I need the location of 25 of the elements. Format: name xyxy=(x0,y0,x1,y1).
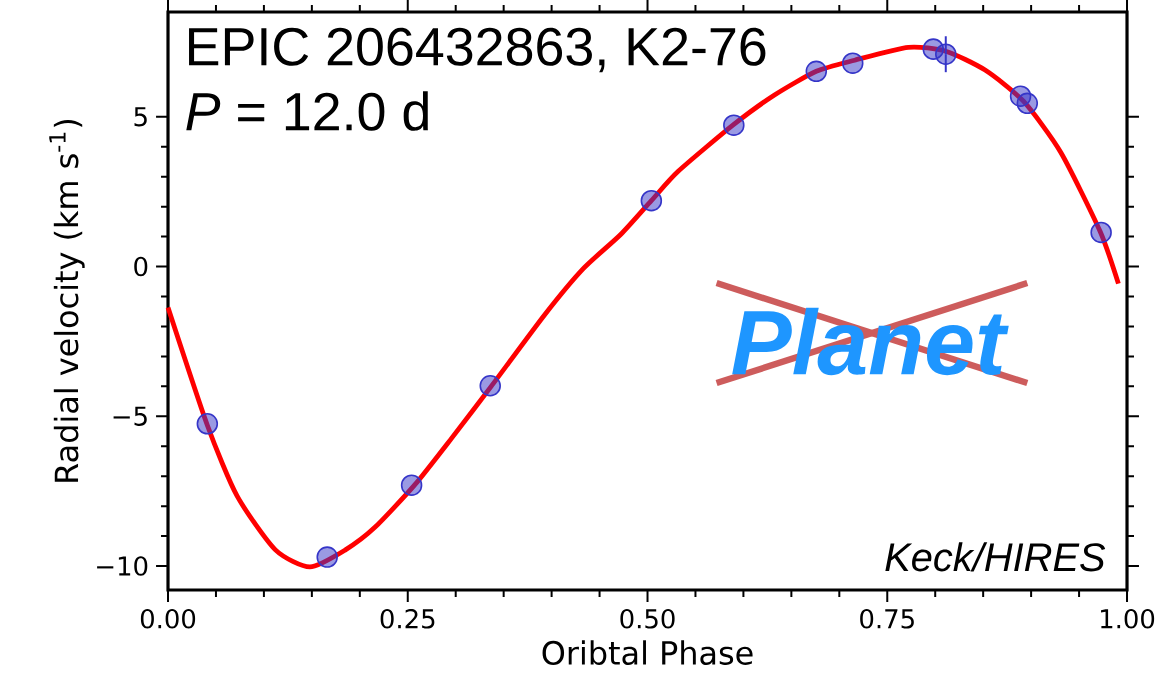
y-axis-title: Radial velocity (km s$^{-1}$) xyxy=(49,119,85,482)
point xyxy=(805,60,828,83)
annotation: EPIC 206432863, K2-76 xyxy=(189,27,766,73)
x-axis-title: Oribtal Phase xyxy=(542,640,753,665)
point xyxy=(1090,221,1112,244)
point xyxy=(1016,92,1039,115)
point xyxy=(400,474,423,496)
annotation: P = 12.0 d xyxy=(186,91,428,131)
point xyxy=(935,43,957,65)
x-tick-label: 0.75 xyxy=(860,609,914,629)
y-tick-label: −5 xyxy=(113,406,147,426)
x-tick-label: 0.50 xyxy=(620,609,675,629)
annotation: Keck/HIRES xyxy=(885,542,1106,572)
point xyxy=(640,189,663,212)
y-tick-label: 0 xyxy=(134,256,148,277)
point xyxy=(316,546,338,568)
y-tick-label: 5 xyxy=(134,107,147,127)
x-tick-label: 0.00 xyxy=(140,609,196,629)
point xyxy=(196,413,219,435)
point xyxy=(723,114,745,136)
point xyxy=(841,52,864,74)
x-tick-label: 0.25 xyxy=(380,609,435,629)
point xyxy=(479,374,501,397)
x-tick-label: 1.00 xyxy=(1101,609,1155,629)
y-tick-label: −10 xyxy=(97,556,148,576)
